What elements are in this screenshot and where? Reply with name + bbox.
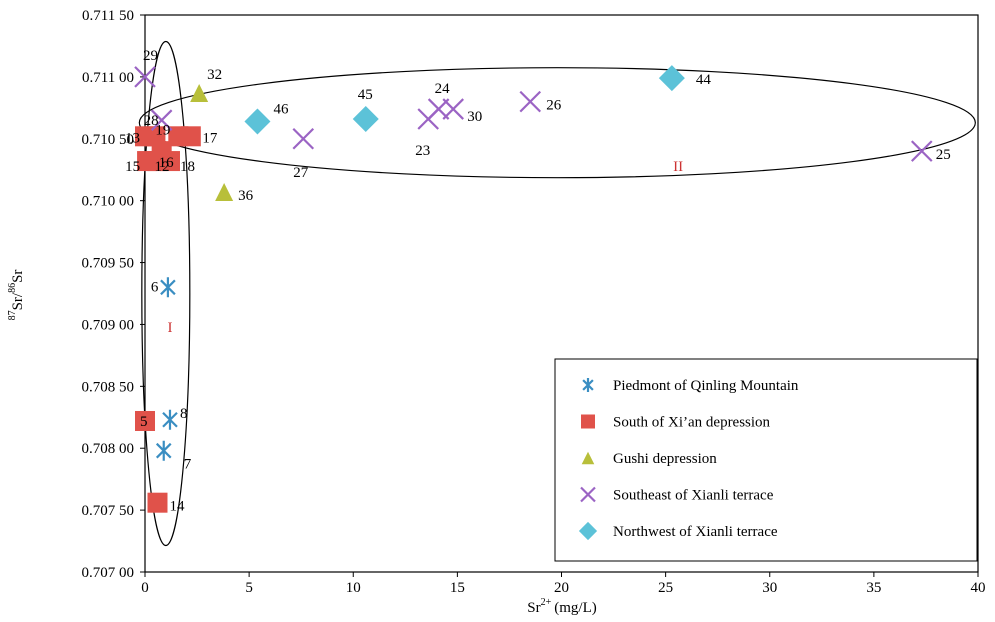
region-label-i: I — [167, 320, 172, 336]
point-label: 14 — [169, 499, 185, 515]
point-label: 44 — [696, 72, 712, 88]
legend: Piedmont of Qinling Mountain South of Xi’… — [554, 358, 978, 562]
point-label: 26 — [546, 98, 562, 114]
y-tick-label: 0.711 50 — [82, 8, 134, 24]
y-tick-label: 0.711 00 — [82, 70, 134, 86]
point-label: 13 — [125, 130, 140, 146]
legend-label: Gushi depression — [613, 451, 717, 467]
data-point — [147, 151, 168, 172]
point-label: 6 — [151, 279, 159, 295]
legend-marker — [582, 378, 594, 392]
x-tick-label: 5 — [245, 580, 253, 596]
region-label-ii: II — [673, 159, 683, 175]
point-label: 16 — [159, 155, 175, 171]
x-tick-label: 20 — [554, 580, 569, 596]
y-tick-label: 0.709 00 — [82, 317, 135, 333]
point-label: 27 — [293, 165, 309, 181]
legend-label: Southeast of Xianli terrace — [613, 488, 774, 504]
data-point — [292, 128, 315, 150]
legend-marker — [581, 451, 595, 465]
data-point — [910, 140, 933, 162]
y-tick-label: 0.710 00 — [82, 194, 135, 210]
group-ii-ellipse — [138, 67, 976, 179]
data-point — [352, 105, 379, 132]
data-point — [442, 98, 464, 120]
point-label: 25 — [936, 147, 951, 163]
legend-label: Northwest of Xianli terrace — [613, 524, 778, 540]
data-point — [244, 108, 271, 135]
point-label: 5 — [140, 414, 148, 430]
x-tick-label: 40 — [971, 580, 986, 596]
data-point — [190, 83, 209, 102]
legend-label: South of Xi’an depression — [613, 415, 771, 431]
y-tick-label: 0.708 50 — [82, 379, 135, 395]
y-tick-label: 0.707 00 — [82, 565, 135, 581]
point-label: 32 — [207, 67, 222, 83]
point-label: 28 — [144, 113, 159, 129]
legend-marker — [580, 486, 596, 503]
point-label: 46 — [273, 101, 289, 117]
point-label: 18 — [180, 159, 195, 175]
point-label: 24 — [435, 81, 451, 97]
point-label: 8 — [180, 406, 188, 422]
x-axis-title: Sr2+ (mg/L) — [527, 597, 596, 616]
x-tick-label: 0 — [141, 580, 149, 596]
point-label: 30 — [467, 109, 482, 125]
data-point — [135, 410, 155, 431]
legend-marker — [578, 521, 598, 541]
data-point — [658, 65, 685, 92]
x-tick-label: 25 — [658, 580, 673, 596]
point-label: 23 — [415, 143, 430, 159]
point-label: 17 — [202, 130, 218, 146]
x-tick-label: 15 — [450, 580, 465, 596]
data-point — [147, 492, 168, 513]
point-label: 12 — [154, 159, 169, 175]
data-point — [162, 409, 178, 430]
x-tick-label: 30 — [762, 580, 777, 596]
y-tick-label: 0.709 50 — [82, 256, 135, 272]
y-tick-label: 0.708 00 — [82, 441, 135, 457]
data-point — [519, 90, 542, 113]
data-point — [155, 440, 172, 461]
group-i-ellipse — [141, 40, 191, 547]
point-label: 29 — [143, 48, 158, 64]
point-label: 45 — [358, 87, 373, 103]
y-tick-label: 0.710 50 — [82, 132, 135, 148]
x-tick-label: 10 — [346, 580, 361, 596]
point-label: 15 — [125, 159, 140, 175]
point-label: 7 — [184, 457, 192, 473]
y-tick-label: 0.707 50 — [82, 503, 135, 519]
data-point — [134, 66, 156, 88]
y-axis-title: 87Sr/86Sr — [7, 270, 26, 321]
legend-marker — [581, 414, 595, 429]
x-tick-label: 35 — [866, 580, 881, 596]
data-point — [150, 109, 173, 131]
data-point — [180, 126, 201, 147]
data-point — [160, 277, 176, 298]
point-label: 36 — [238, 188, 254, 204]
data-point — [215, 183, 234, 202]
point-label: 19 — [155, 122, 170, 138]
legend-box — [554, 358, 978, 562]
legend-label: Piedmont of Qinling Mountain — [613, 378, 799, 394]
